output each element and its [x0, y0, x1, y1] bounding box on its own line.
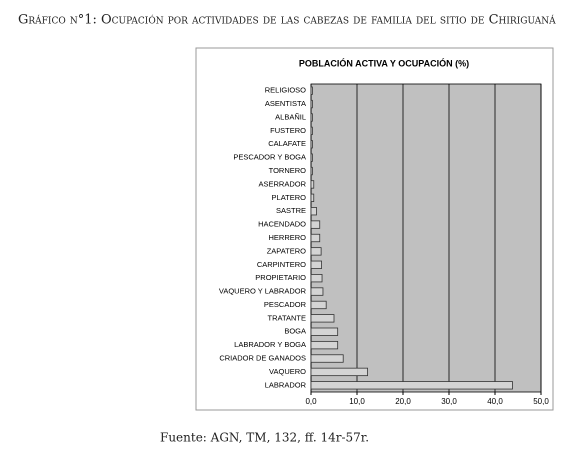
bar — [310, 314, 335, 323]
y-tick-label: HACENDADO — [258, 220, 306, 229]
bar — [310, 247, 322, 256]
heading: Gráfico n°1: Ocupación por actividades d… — [18, 13, 556, 28]
y-tick-label: CARPINTERO — [257, 260, 306, 269]
bar — [310, 233, 321, 243]
y-tick-label: ASENTISTA — [265, 99, 306, 108]
bar — [310, 113, 313, 122]
y-tick-label: CALAFATE — [268, 139, 306, 148]
y-tick-label: SASTRE — [276, 206, 306, 215]
x-tick-label: 40,0 — [487, 397, 503, 406]
y-tick-label: VAQUERO Y LABRADOR — [219, 287, 307, 296]
chart-title: POBLACIÓN ACTIVA Y OCUPACIÓN (%) — [299, 57, 469, 68]
bar — [310, 220, 321, 229]
y-tick-label: ALBAÑIL — [275, 112, 306, 121]
y-tick-label: LABRADOR — [265, 380, 307, 389]
y-tick-label: LABRADOR Y BOGA — [234, 340, 306, 349]
x-tick-label: 0,0 — [305, 397, 317, 406]
x-tick-label: 50,0 — [533, 397, 549, 406]
bar — [310, 166, 313, 176]
bar — [310, 86, 313, 95]
bar — [310, 207, 317, 216]
x-tick-label: 20,0 — [395, 397, 411, 406]
bar — [310, 300, 327, 310]
x-tick-label: 10,0 — [349, 397, 365, 406]
bar — [310, 327, 339, 336]
y-tick-label: VAQUERO — [269, 367, 306, 376]
bar — [310, 193, 315, 202]
bar — [310, 126, 313, 136]
bar — [310, 274, 323, 283]
bar — [310, 287, 324, 296]
bar — [310, 354, 344, 363]
bar — [310, 99, 313, 109]
bar — [310, 367, 368, 377]
y-tick-label: PROPIETARIO — [255, 273, 306, 282]
bar — [310, 153, 313, 162]
plot-area — [310, 83, 542, 393]
y-tick-label: PESCADOR — [264, 300, 307, 309]
bar — [310, 140, 313, 149]
y-tick-label: HERRERO — [268, 233, 306, 242]
y-tick-label: TRATANTE — [268, 313, 306, 322]
y-tick-label: PESCADOR Y BOGA — [233, 153, 306, 162]
y-tick-label: FUSTERO — [270, 126, 306, 135]
bar — [310, 260, 322, 269]
source: Fuente: AGN, TM, 132, ff. 14r-57r. — [160, 431, 369, 445]
y-tick-label: ZAPATERO — [267, 246, 306, 255]
bar — [310, 340, 339, 350]
y-tick-label: PLATERO — [272, 193, 307, 202]
y-tick-label: TORNERO — [269, 166, 307, 175]
bar — [310, 381, 513, 390]
y-tick-label: BOGA — [284, 327, 306, 336]
y-tick-label: RELIGIOSO — [265, 86, 306, 95]
bar — [310, 180, 315, 189]
x-tick-label: 30,0 — [441, 397, 457, 406]
y-tick-label: ASERRADOR — [258, 179, 306, 188]
y-tick-label: CRIADOR DE GANADOS — [219, 354, 306, 363]
